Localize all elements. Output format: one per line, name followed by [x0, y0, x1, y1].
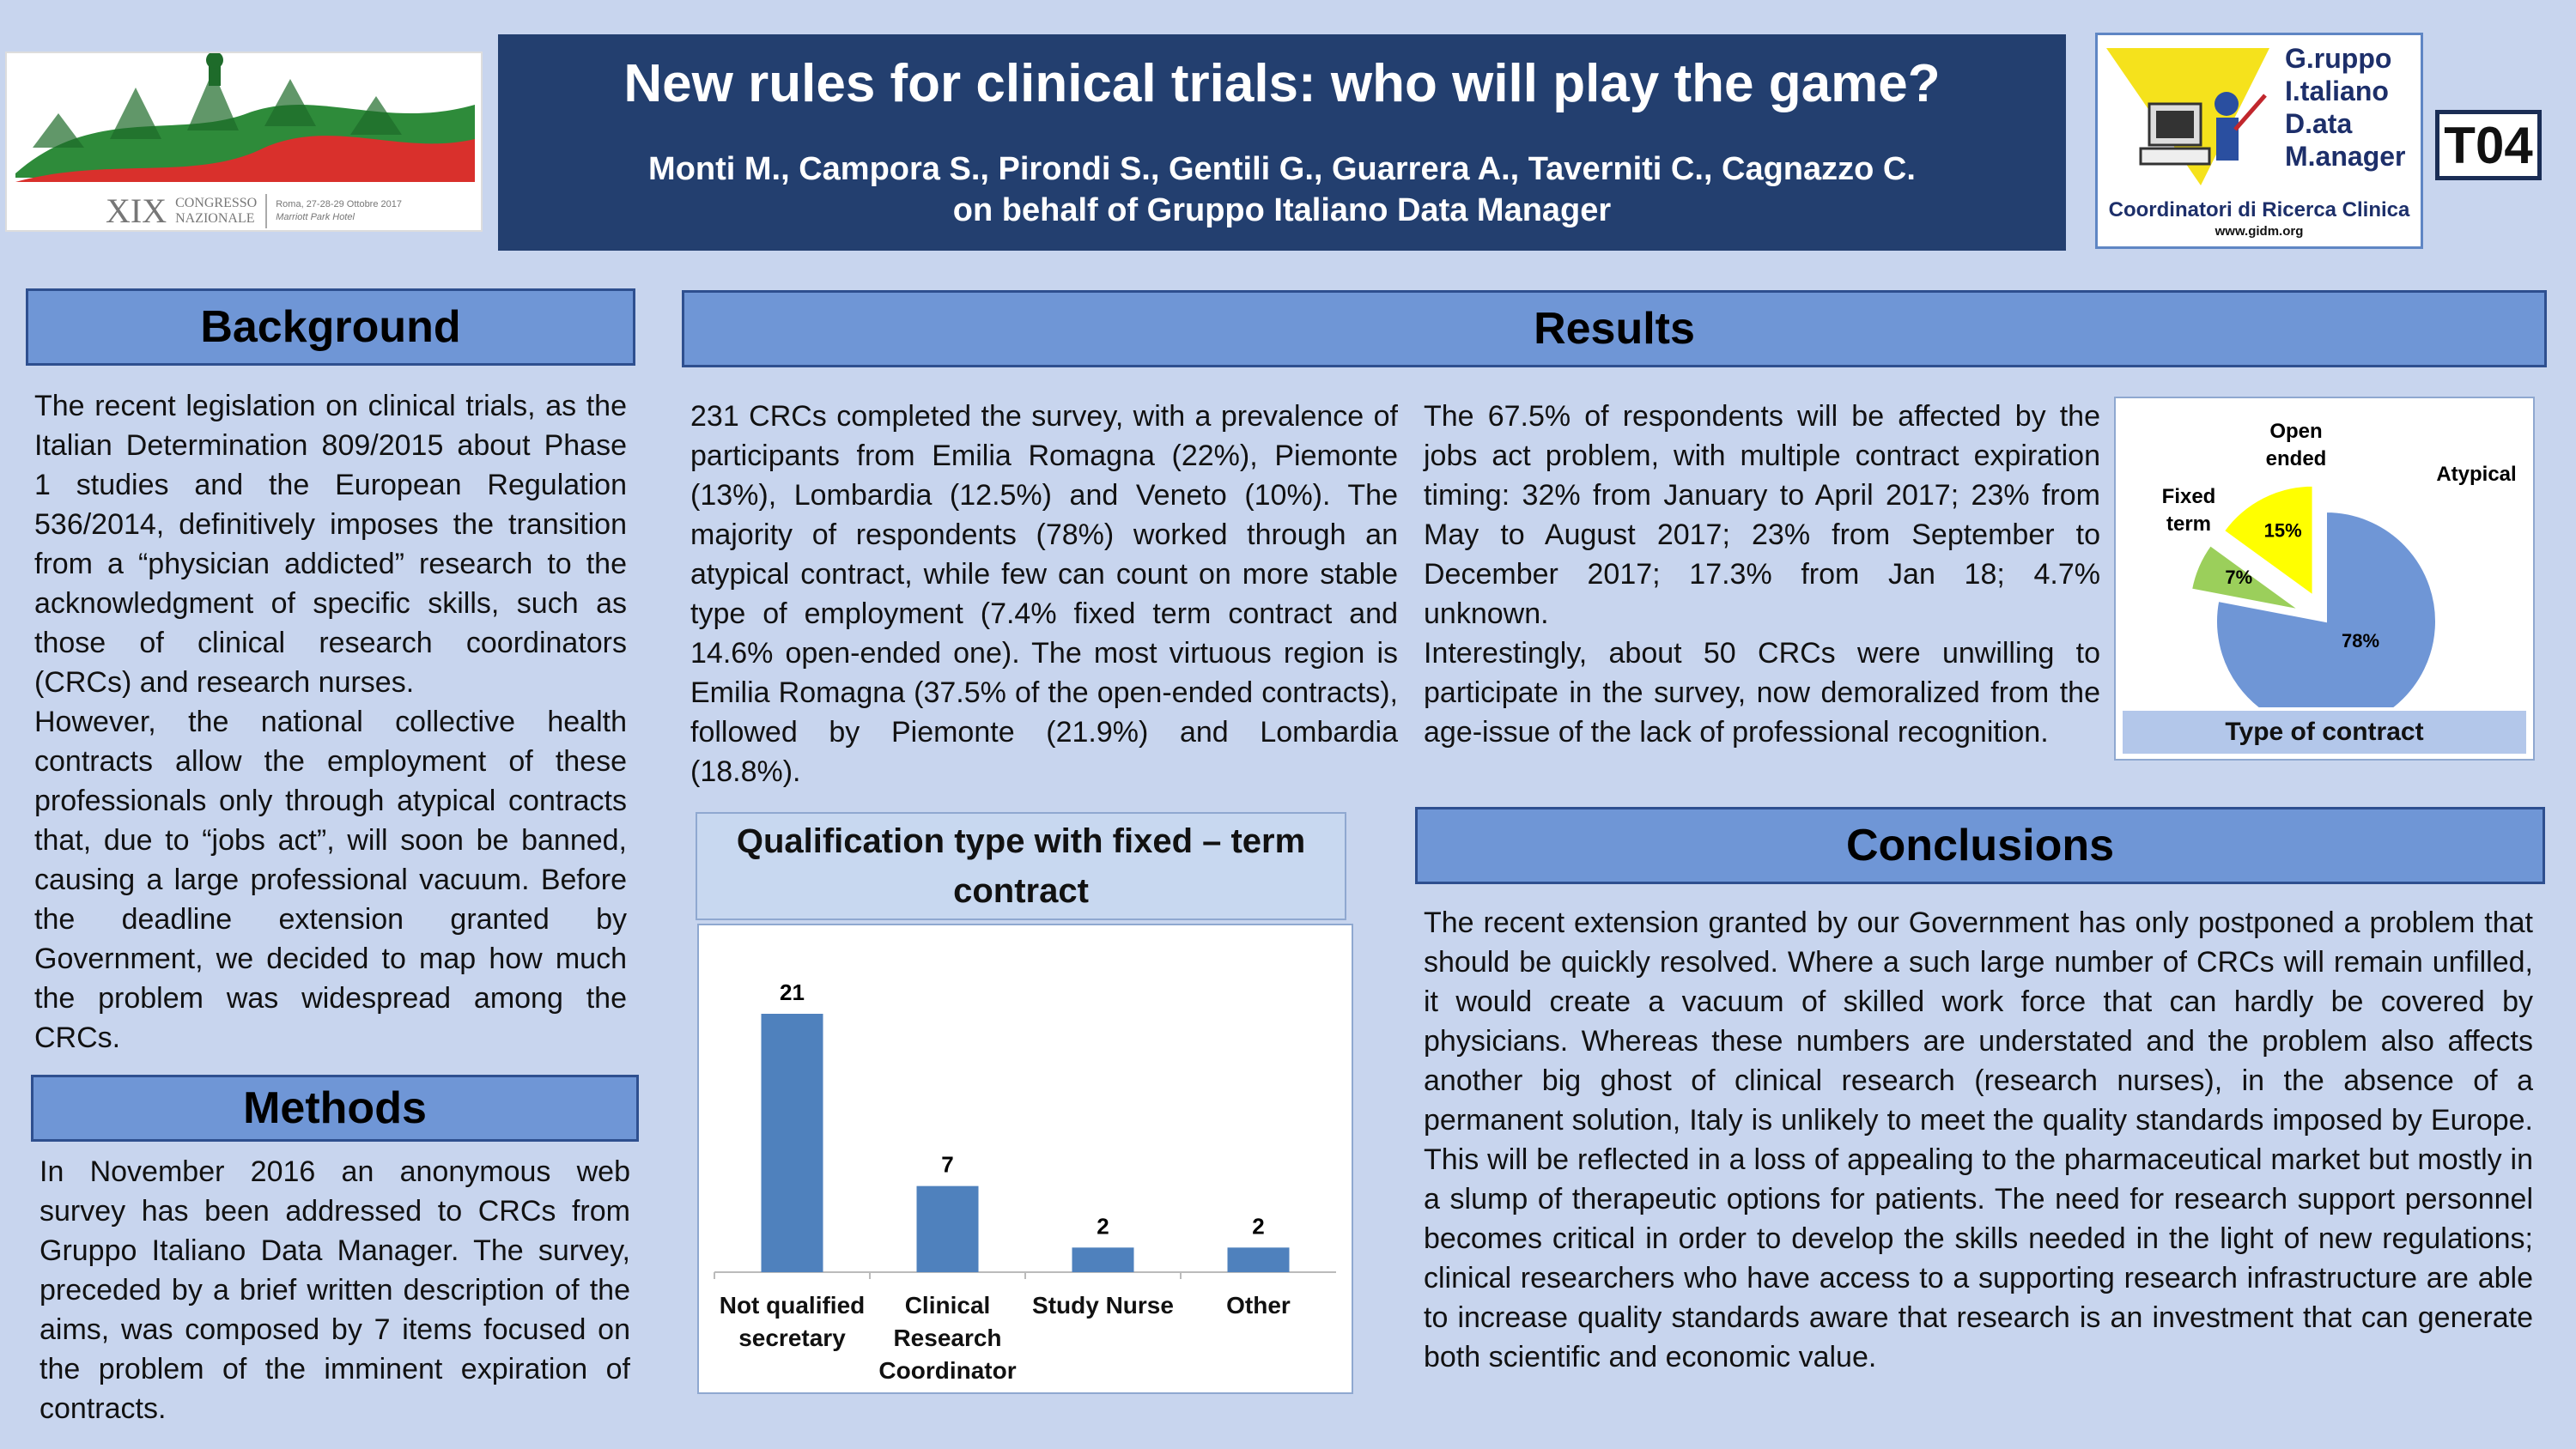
gidm-line4: M.anager — [2285, 141, 2406, 172]
methods-paragraph: In November 2016 an anonymous web survey… — [39, 1155, 630, 1425]
pie-chart-panel: 78% Atypical 7% Fixed term 15% Open ended Type … — [2114, 397, 2535, 761]
pie-chart: 78% Atypical 7% Fixed term 15% Open ended — [2162, 420, 2517, 707]
results-right-text: The 67.5% of respondents will be affecte… — [1424, 397, 2100, 752]
congress-line2: NAZIONALE — [175, 210, 255, 226]
gidm-url: www.gidm.org — [2215, 224, 2304, 239]
congress-venue: Marriott Park Hotel — [276, 211, 355, 222]
results-paragraph-right-1: The 67.5% of respondents will be affecte… — [1424, 400, 2100, 630]
gidm-logo: G.ruppo I.taliano D.ata M.anager Coordin… — [2095, 33, 2423, 249]
bar-4 — [1227, 1247, 1290, 1272]
gidm-line3: D.ata — [2285, 108, 2353, 139]
bar-category-label: Study Nurse — [1032, 1292, 1174, 1319]
bar-category-label: Clinical Research Coordinator — [878, 1292, 1017, 1384]
bar-value-label: 21 — [780, 979, 805, 1005]
bar-category-label: Not qualified secretary — [719, 1292, 866, 1351]
congress-number: XIX — [106, 191, 167, 230]
pie-slice-1 — [2215, 510, 2437, 707]
conclusions-paragraph: The recent extension granted by our Gove… — [1424, 906, 2533, 1373]
methods-text: In November 2016 an anonymous web survey… — [39, 1152, 630, 1428]
pie-chart-title: Type of contract — [2225, 718, 2424, 746]
pie-percent-label: 7% — [2225, 567, 2252, 588]
congress-line1: CONGRESSO — [175, 195, 258, 210]
bar-value-label: 2 — [1252, 1213, 1264, 1239]
conclusions-heading: Conclusions — [1415, 807, 2545, 884]
pie-category-label: Atypical — [2436, 463, 2516, 486]
conclusions-text: The recent extension granted by our Gove… — [1424, 903, 2533, 1377]
bar-category-label: Other — [1226, 1292, 1291, 1319]
bar-category-labels: Not qualified secretary Clinical Research… — [714, 1289, 1336, 1384]
methods-heading: Methods — [31, 1075, 639, 1142]
bar-1 — [761, 1014, 823, 1272]
bar-value-label: 7 — [941, 1152, 953, 1178]
congress-logo: XIX CONGRESSO NAZIONALE Roma, 27-28-29 O… — [5, 52, 483, 232]
results-heading: Results — [682, 290, 2547, 367]
pie-percent-label: 15% — [2264, 519, 2302, 541]
results-paragraph-right-2: Interestingly, about 50 CRCs were unwill… — [1424, 637, 2100, 749]
poster-tag: T04 — [2435, 110, 2542, 180]
gidm-subtitle: Coordinatori di Ricerca Clinica — [2108, 198, 2410, 221]
pie-slice-2 — [2190, 543, 2300, 611]
authors: Monti M., Campora S., Pirondi S., Gentil… — [648, 151, 1916, 187]
background-heading: Background — [26, 288, 635, 366]
affiliation: on behalf of Gruppo Italiano Data Manage… — [952, 192, 1612, 228]
bar-value-label: 2 — [1097, 1213, 1109, 1239]
background-text: The recent legislation on clinical trial… — [34, 386, 627, 1058]
rome-skyline-logo — [15, 53, 475, 182]
bar-chart-panel: 21 7 2 2 Not qualified secretary Clinical Re… — [697, 924, 1353, 1394]
title-banner: New rules for clinical trials: who will … — [498, 34, 2066, 251]
gidm-line2: I.taliano — [2285, 76, 2389, 106]
pie-percent-label: 78% — [2342, 630, 2379, 652]
results-left-text: 231 CRCs completed the survey, with a pr… — [690, 397, 1398, 791]
gidm-computer-icon — [2106, 48, 2269, 185]
background-paragraph-2: However, the national collective health … — [34, 706, 627, 1054]
congress-city: Roma, 27-28-29 Ottobre 2017 — [276, 198, 402, 209]
pie-slice-3 — [2222, 484, 2314, 597]
bar-chart-title: Qualification type with fixed – term con… — [736, 822, 1306, 910]
background-paragraph-1: The recent legislation on clinical trial… — [34, 390, 627, 699]
bar-3 — [1072, 1247, 1134, 1272]
pie-category-label: Fixed term — [2162, 485, 2216, 536]
pie-category-label: Open ended — [2266, 420, 2327, 470]
bar-chart: 21 7 2 2 — [714, 979, 1336, 1279]
poster-title: New rules for clinical trials: who will … — [623, 54, 1941, 113]
gidm-line1: G.ruppo — [2285, 43, 2392, 74]
results-paragraph-left: 231 CRCs completed the survey, with a pr… — [690, 400, 1398, 788]
bar-2 — [916, 1185, 979, 1272]
bar-chart-title-box: Qualification type with fixed – term con… — [696, 812, 1346, 920]
